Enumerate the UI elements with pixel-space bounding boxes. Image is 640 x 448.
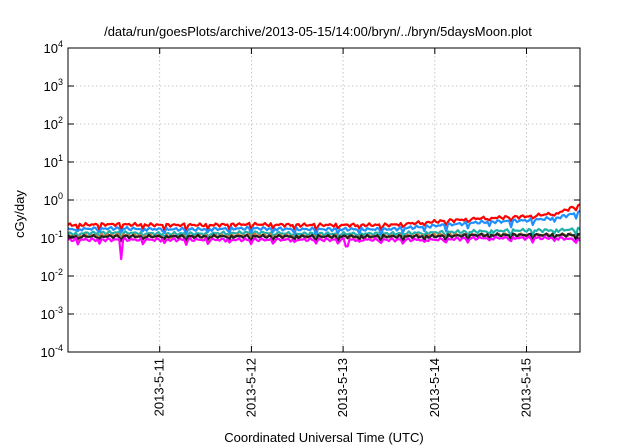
y-tick-label: 10-3 xyxy=(41,305,63,322)
series-line xyxy=(67,226,581,240)
x-tick-label: 2013-5-11 xyxy=(152,358,167,416)
y-tick-label-exponent: -1 xyxy=(55,229,63,239)
y-tick-label-exponent: -2 xyxy=(55,267,63,277)
y-tick-label-base: 10 xyxy=(44,117,58,132)
series-layer xyxy=(67,203,581,261)
y-tick-label-base: 10 xyxy=(41,269,55,284)
x-tick-label: 2013-5-13 xyxy=(335,358,350,417)
y-tick-label-exponent: 0 xyxy=(58,191,63,201)
series-line xyxy=(67,209,581,237)
y-tick-label: 102 xyxy=(44,115,63,132)
y-tick-label-exponent: -3 xyxy=(55,305,63,315)
y-tick-label-exponent: 4 xyxy=(58,39,63,49)
y-tick-label: 101 xyxy=(44,153,63,170)
grid xyxy=(68,48,580,352)
y-tick-label-exponent: -4 xyxy=(55,343,63,353)
series-line xyxy=(67,235,581,261)
x-tick-label: 2013-5-12 xyxy=(243,358,258,417)
y-tick-label-base: 10 xyxy=(44,193,58,208)
x-tick-label: 2013-5-15 xyxy=(519,358,534,417)
y-axis-label: cGy/day xyxy=(12,190,27,238)
y-tick-label-exponent: 2 xyxy=(58,115,63,125)
y-tick-label-base: 10 xyxy=(41,345,55,360)
y-tick-label: 10-4 xyxy=(41,343,63,360)
y-tick-label-base: 10 xyxy=(44,79,58,94)
x-axis-label: Coordinated Universal Time (UTC) xyxy=(224,430,423,445)
y-tick-label: 103 xyxy=(44,77,63,94)
x-axis-ticks: 2013-5-11 2013-5-12 2013-5-13 2013-5-14 2013… xyxy=(152,48,534,417)
series-line xyxy=(67,203,581,233)
y-tick-label-base: 10 xyxy=(41,231,55,246)
y-tick-label: 10-2 xyxy=(41,267,63,284)
y-tick-label-exponent: 3 xyxy=(58,77,63,87)
y-tick-label-base: 10 xyxy=(44,41,58,56)
y-tick-label-base: 10 xyxy=(44,155,58,170)
series-line xyxy=(67,232,581,244)
x-tick-label: 2013-5-14 xyxy=(427,358,442,417)
y-tick-label-exponent: 1 xyxy=(58,153,63,163)
y-tick-label: 100 xyxy=(44,191,63,208)
y-tick-label: 10-1 xyxy=(41,229,63,246)
y-tick-label: 104 xyxy=(44,39,63,56)
y-tick-label-base: 10 xyxy=(41,307,55,322)
chart-title: /data/run/goesPlots/archive/2013-05-15/1… xyxy=(104,24,532,39)
